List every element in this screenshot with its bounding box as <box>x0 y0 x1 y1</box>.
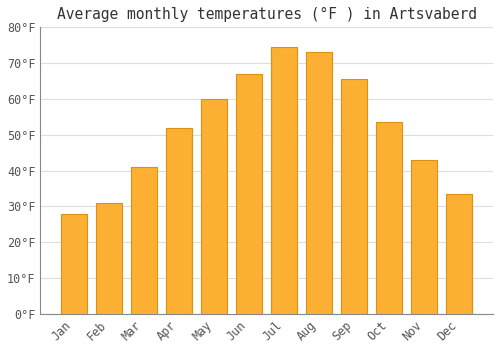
Title: Average monthly temperatures (°F ) in Artsvaberd: Average monthly temperatures (°F ) in Ar… <box>56 7 476 22</box>
Bar <box>306 52 332 314</box>
Bar <box>61 214 87 314</box>
Bar <box>236 74 262 314</box>
Bar <box>166 128 192 314</box>
Bar <box>446 194 472 314</box>
Bar <box>201 99 228 314</box>
Bar <box>131 167 157 314</box>
Bar <box>271 47 297 314</box>
Bar <box>96 203 122 314</box>
Bar <box>411 160 438 314</box>
Bar <box>376 122 402 314</box>
Bar <box>341 79 367 314</box>
